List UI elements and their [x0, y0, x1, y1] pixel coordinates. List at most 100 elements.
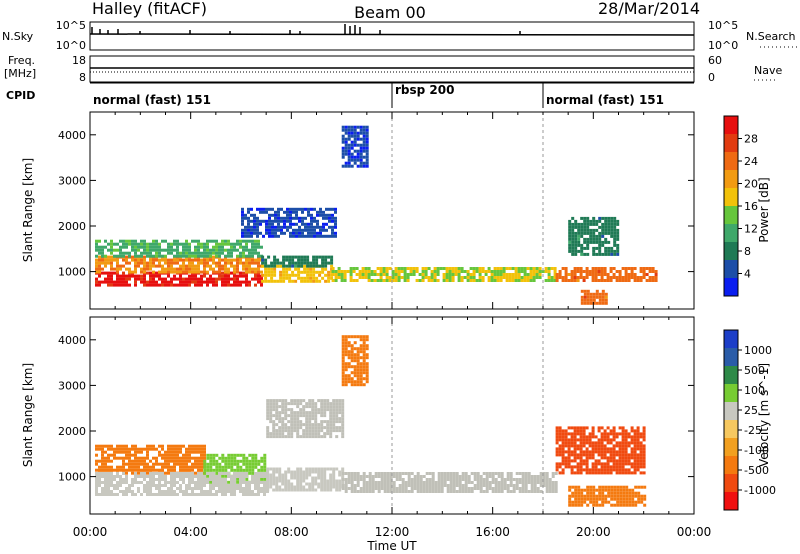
velocity-cell	[236, 472, 239, 475]
power-cell	[577, 237, 581, 241]
power-cell	[583, 289, 587, 293]
velocity-cell	[597, 447, 601, 451]
velocity-cell	[122, 462, 125, 466]
velocity-cell	[173, 459, 176, 463]
velocity-cell	[410, 481, 414, 484]
power-cell	[155, 242, 158, 246]
velocity-cell	[302, 399, 306, 403]
power-cell	[610, 234, 614, 238]
power-cell	[143, 283, 146, 287]
velocity-cell	[347, 356, 351, 360]
velocity-cell	[561, 468, 565, 472]
power-cell	[224, 280, 227, 284]
power-cell	[604, 216, 608, 220]
power-cell	[600, 270, 604, 273]
velocity-cell	[269, 411, 273, 415]
power-cell	[547, 273, 551, 276]
power-cell	[291, 255, 295, 259]
velocity-cell	[230, 465, 234, 469]
power-cell	[356, 143, 360, 147]
power-cell	[164, 283, 167, 287]
power-cell	[571, 216, 575, 220]
velocity-cell	[338, 488, 342, 492]
velocity-cell	[639, 441, 643, 445]
velocity-cell	[314, 435, 318, 439]
velocity-cell	[242, 493, 245, 496]
power-cell	[591, 273, 595, 276]
velocity-cell	[410, 490, 414, 493]
power-cell	[265, 231, 268, 235]
power-cell	[98, 248, 101, 252]
power-cell	[203, 251, 206, 255]
power-cell	[173, 254, 176, 258]
velocity-cell	[254, 493, 257, 496]
power-cell	[116, 258, 119, 262]
velocity-cell	[260, 490, 263, 493]
power-cell	[547, 279, 551, 282]
velocity-cell	[624, 450, 628, 454]
velocity-cell	[386, 472, 390, 475]
power-cell	[194, 258, 197, 262]
velocity-cell	[576, 462, 580, 466]
velocity-cell	[407, 484, 411, 487]
velocity-cell	[242, 472, 245, 475]
velocity-cell	[455, 478, 459, 481]
power-cell	[295, 210, 298, 214]
velocity-cell	[567, 444, 571, 448]
power-cell	[310, 222, 313, 226]
velocity-cell	[104, 478, 107, 481]
velocity-cell	[341, 347, 345, 351]
power-cell	[358, 270, 362, 273]
power-cell	[261, 258, 265, 262]
velocity-cell	[149, 487, 152, 490]
power-cell	[128, 261, 131, 265]
velocity-cell	[170, 444, 173, 448]
velocity-cell	[639, 462, 643, 466]
velocity-cell	[621, 429, 625, 433]
velocity-cell	[107, 490, 110, 493]
power-cell	[215, 239, 218, 243]
velocity-cell	[104, 487, 107, 490]
power-cell	[203, 242, 206, 246]
power-cell	[288, 264, 292, 268]
velocity-cell	[595, 488, 599, 492]
power-cell	[215, 264, 218, 268]
velocity-cell	[281, 423, 285, 427]
velocity-cell	[639, 435, 643, 439]
power-cell	[472, 276, 476, 279]
velocity-cell	[206, 472, 209, 475]
freq-frame	[89, 55, 695, 83]
velocity-cell	[185, 459, 188, 463]
velocity-cell	[607, 485, 611, 489]
velocity-cell	[585, 438, 589, 442]
velocity-cell	[314, 476, 318, 480]
power-cell	[472, 279, 476, 282]
velocity-cell	[254, 453, 258, 457]
velocity-cell	[359, 344, 363, 348]
power-cell	[245, 264, 248, 268]
velocity-cell	[272, 482, 276, 486]
velocity-cell	[320, 467, 324, 471]
velocity-cell	[548, 484, 552, 487]
velocity-cell	[579, 450, 583, 454]
velocity-cell	[290, 402, 294, 406]
velocity-cell	[332, 414, 336, 418]
power-cell	[247, 216, 250, 220]
power-cell	[604, 228, 608, 232]
velocity-cell	[119, 475, 122, 478]
velocity-cell	[104, 481, 107, 484]
power-cell	[451, 273, 455, 276]
velocity-cell	[305, 473, 309, 477]
velocity-cell	[95, 462, 98, 466]
velocity-cell	[323, 399, 327, 403]
power-cell	[613, 249, 617, 253]
velocity-cell	[410, 478, 414, 481]
velocity-cell	[158, 444, 161, 448]
velocity-cell	[161, 453, 164, 457]
power-cell	[344, 128, 348, 132]
velocity-cell	[574, 500, 578, 504]
velocity-cell	[583, 488, 587, 492]
velocity-cell	[631, 494, 635, 498]
power-cell	[104, 280, 107, 284]
power-cell	[170, 267, 173, 271]
